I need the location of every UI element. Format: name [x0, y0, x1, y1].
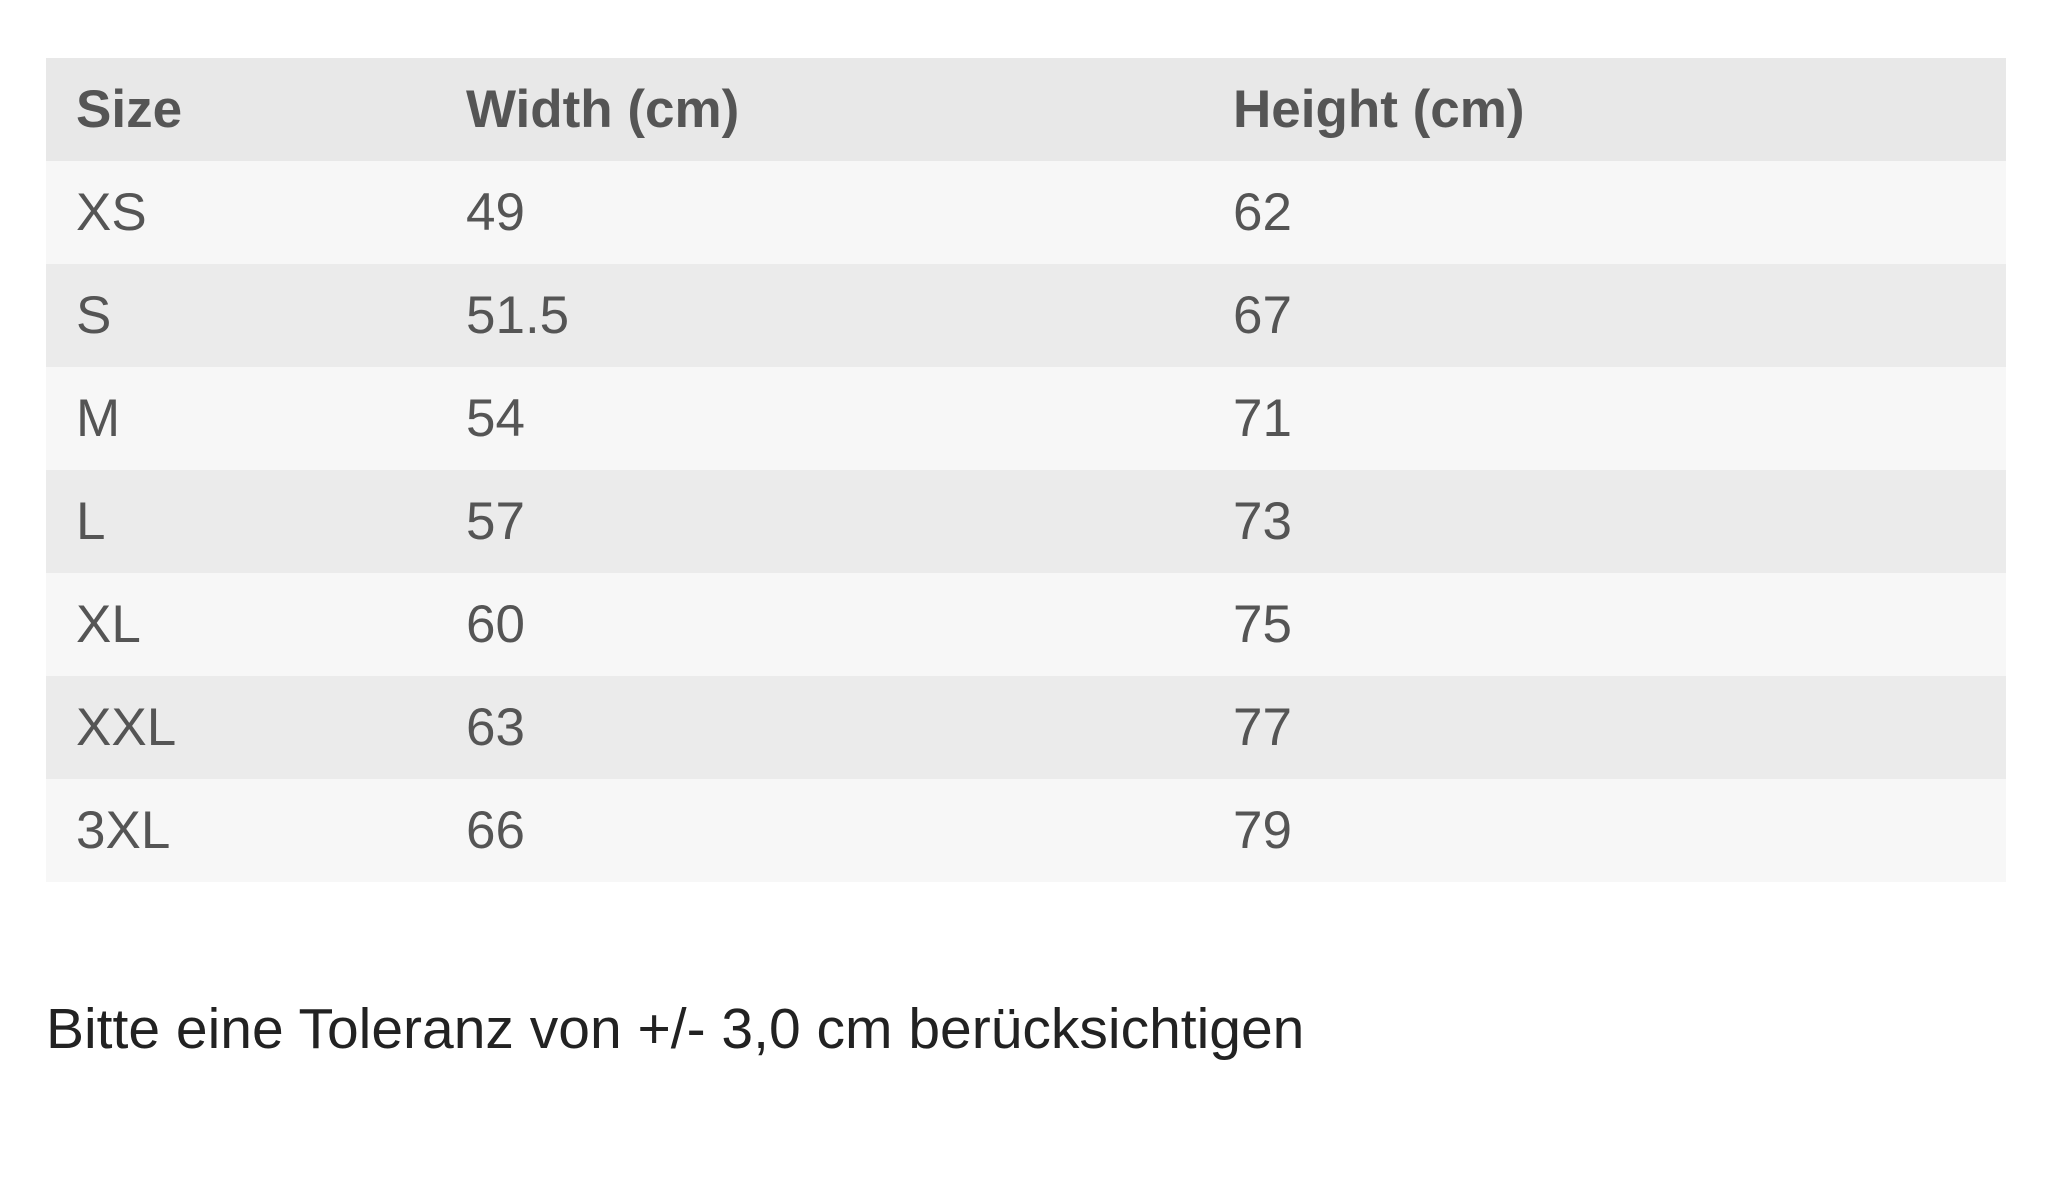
tolerance-note: Bitte eine Toleranz von +/- 3,0 cm berüc… [46, 997, 1305, 1061]
cell-size: XL [46, 573, 436, 676]
table-row: XXL 63 77 [46, 676, 2006, 779]
cell-height: 71 [1203, 367, 2006, 470]
cell-width: 49 [436, 161, 1203, 264]
cell-size: S [46, 264, 436, 367]
cell-size: L [46, 470, 436, 573]
cell-width: 54 [436, 367, 1203, 470]
cell-height: 73 [1203, 470, 2006, 573]
header-width: Width (cm) [436, 58, 1203, 161]
cell-size: M [46, 367, 436, 470]
cell-height: 77 [1203, 676, 2006, 779]
table-row: XS 49 62 [46, 161, 2006, 264]
header-size: Size [46, 58, 436, 161]
cell-width: 60 [436, 573, 1203, 676]
table-row: 3XL 66 79 [46, 779, 2006, 882]
table-header-row: Size Width (cm) Height (cm) [46, 58, 2006, 161]
cell-size: 3XL [46, 779, 436, 882]
cell-height: 79 [1203, 779, 2006, 882]
cell-height: 67 [1203, 264, 2006, 367]
cell-width: 51.5 [436, 264, 1203, 367]
cell-height: 75 [1203, 573, 2006, 676]
cell-width: 66 [436, 779, 1203, 882]
cell-width: 63 [436, 676, 1203, 779]
cell-width: 57 [436, 470, 1203, 573]
table-row: L 57 73 [46, 470, 2006, 573]
table-row: XL 60 75 [46, 573, 2006, 676]
table-row: M 54 71 [46, 367, 2006, 470]
cell-height: 62 [1203, 161, 2006, 264]
cell-size: XXL [46, 676, 436, 779]
cell-size: XS [46, 161, 436, 264]
header-height: Height (cm) [1203, 58, 2006, 161]
table-row: S 51.5 67 [46, 264, 2006, 367]
size-chart-table: Size Width (cm) Height (cm) XS 49 62 S 51.5 6… [46, 58, 2006, 882]
